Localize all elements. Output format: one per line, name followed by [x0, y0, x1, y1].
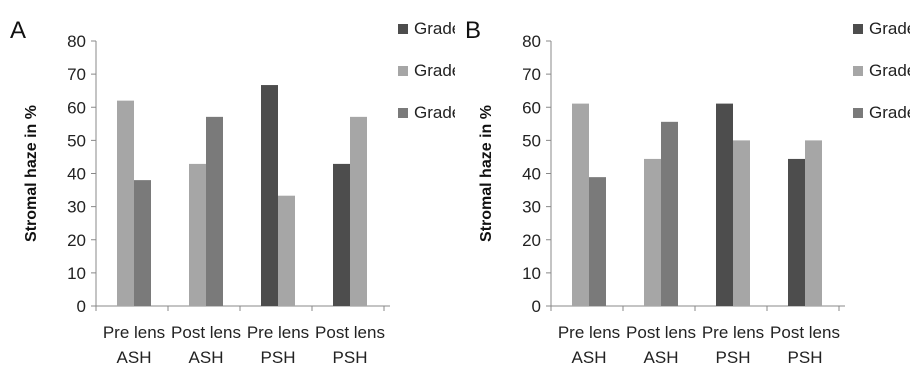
x-category-label: Pre lens	[558, 323, 620, 342]
legend-swatch	[853, 108, 863, 118]
legend-swatch	[398, 24, 408, 34]
legend-swatch	[853, 66, 863, 76]
bar-grade-1	[572, 103, 589, 306]
legend-label: Grade 2	[414, 103, 455, 122]
y-tick-label: 20	[522, 231, 541, 250]
y-tick-label: 70	[67, 65, 86, 84]
bar-grade-0	[716, 103, 733, 306]
bar-grade-2	[661, 121, 678, 306]
y-tick-label: 0	[77, 297, 86, 316]
bar-grade-2	[589, 177, 606, 306]
x-category-label: Pre lens	[247, 323, 309, 342]
x-category-label: PSH	[788, 348, 823, 367]
x-category-label: ASH	[644, 348, 679, 367]
bar-grade-2	[206, 116, 223, 306]
bar-grade-0	[333, 163, 350, 306]
chart-b: B Stromal haze in % 0 10 20 30 40 50 60 70 80 Pre l…	[465, 17, 910, 367]
x-category-label: PSH	[333, 348, 368, 367]
legend-label: Grade 0	[414, 19, 455, 38]
x-category-label: Post lens	[315, 323, 385, 342]
chart-a: A Stromal haze in % 0 10 20 30 40 50 60 70 80 Pre l…	[10, 17, 455, 367]
y-tick-label: 70	[522, 65, 541, 84]
y-tick-label: 30	[67, 198, 86, 217]
legend-swatch	[398, 108, 408, 118]
x-category-label: Pre lens	[702, 323, 764, 342]
x-category-label: ASH	[189, 348, 224, 367]
y-axis-title: Stromal haze in %	[478, 105, 495, 242]
x-category-label: ASH	[117, 348, 152, 367]
x-category-label: PSH	[261, 348, 296, 367]
legend-label: Grade 2	[869, 103, 910, 122]
y-tick-label: 30	[522, 198, 541, 217]
y-tick-label: 50	[67, 131, 86, 150]
chart-panel-b: B Stromal haze in % 0 10 20 30 40 50 60 70 80 Pre l…	[455, 0, 910, 369]
y-tick-label: 80	[522, 32, 541, 51]
y-tick-label: 10	[67, 264, 86, 283]
y-tick-label: 60	[522, 98, 541, 117]
bar-grade-1	[117, 100, 134, 306]
bar-grade-1	[350, 116, 367, 306]
x-category-label: PSH	[716, 348, 751, 367]
legend-label: Grade 0	[869, 19, 910, 38]
bar-grade-1	[189, 163, 206, 306]
chart-panel-a: A Stromal haze in % 0 10 20 30 40 50 60 70 80 Pre l…	[0, 0, 455, 369]
x-category-label: Pre lens	[103, 323, 165, 342]
y-tick-label: 20	[67, 231, 86, 250]
y-axis-title: Stromal haze in %	[23, 105, 40, 242]
x-category-label: ASH	[572, 348, 607, 367]
bar-grade-0	[261, 85, 278, 307]
x-category-label: Post lens	[171, 323, 241, 342]
y-tick-label: 40	[522, 165, 541, 184]
bar-grade-2	[134, 180, 151, 306]
bar-grade-1	[278, 195, 295, 306]
y-tick-label: 50	[522, 131, 541, 150]
y-tick-label: 80	[67, 32, 86, 51]
y-tick-label: 10	[522, 264, 541, 283]
bar-grade-1	[805, 140, 822, 306]
y-tick-label: 0	[532, 297, 541, 316]
legend-label: Grade 1	[414, 61, 455, 80]
x-category-label: Post lens	[626, 323, 696, 342]
bar-grade-1	[733, 140, 750, 306]
legend-swatch	[853, 24, 863, 34]
legend-label: Grade 1	[869, 61, 910, 80]
y-tick-label: 60	[67, 98, 86, 117]
panel-label: B	[465, 17, 481, 44]
bar-grade-1	[644, 158, 661, 306]
legend-swatch	[398, 66, 408, 76]
x-category-label: Post lens	[770, 323, 840, 342]
bar-grade-0	[788, 158, 805, 306]
y-tick-label: 40	[67, 165, 86, 184]
panel-label: A	[10, 17, 26, 44]
